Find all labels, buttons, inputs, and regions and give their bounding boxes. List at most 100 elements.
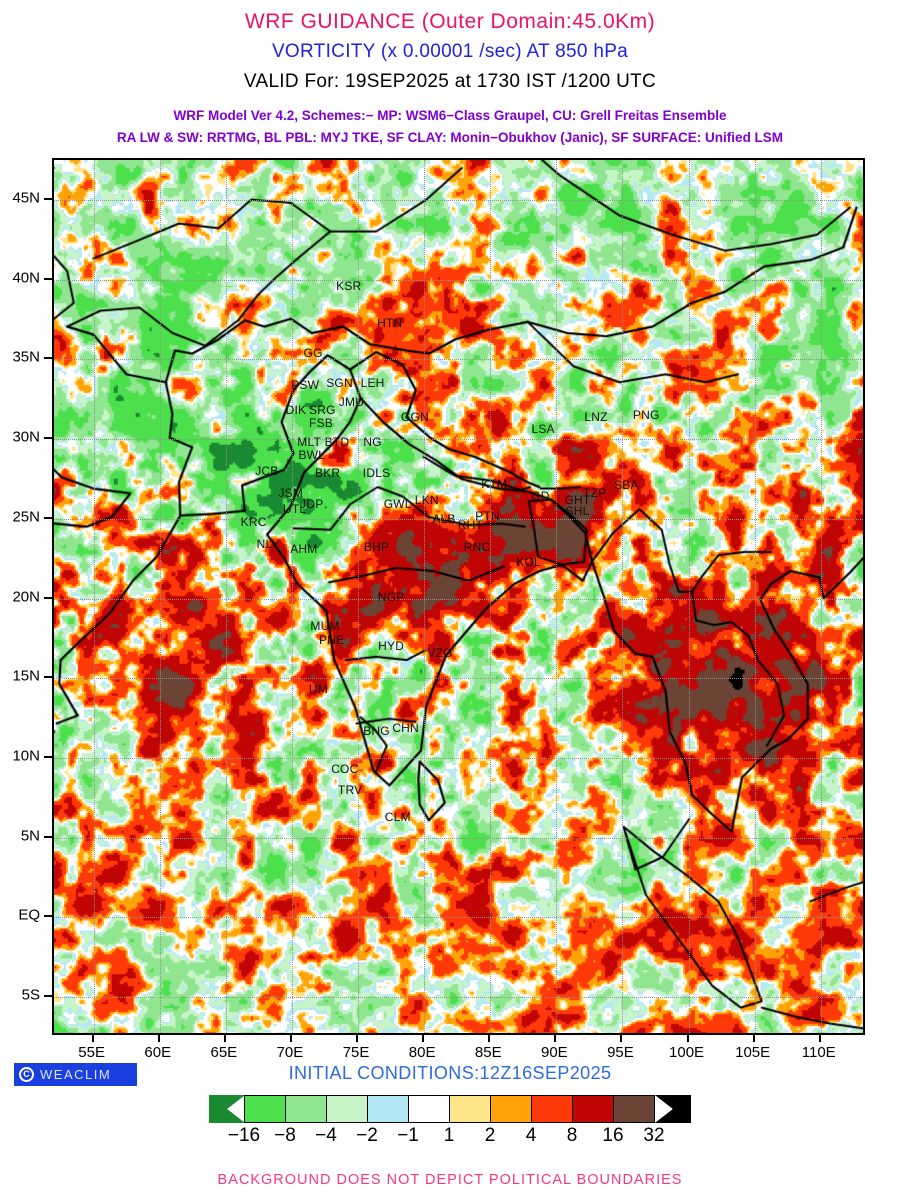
vorticity-field bbox=[54, 160, 863, 1033]
gridline-vertical bbox=[556, 160, 558, 1033]
colorbar-tick-label: 2 bbox=[484, 1125, 496, 1146]
x-tick bbox=[157, 1035, 160, 1042]
y-tick-label: 45N bbox=[12, 189, 40, 207]
x-tick bbox=[818, 1035, 821, 1042]
y-tick-label: 20N bbox=[12, 588, 40, 605]
x-tick-label: 90E bbox=[540, 1044, 568, 1061]
gridline-vertical bbox=[490, 160, 492, 1033]
gridline-horizontal bbox=[54, 757, 863, 759]
x-tick bbox=[686, 1035, 689, 1042]
colorbar-tick-label: −8 bbox=[274, 1125, 296, 1146]
model-config-line-1: WRF Model Ver 4.2, Schemes:− MP: WSM6−Cl… bbox=[173, 108, 727, 123]
gridline-vertical bbox=[358, 160, 360, 1033]
gridline-horizontal bbox=[54, 997, 863, 999]
x-tick bbox=[356, 1035, 359, 1042]
colorbar-tick-label: 16 bbox=[602, 1125, 624, 1146]
x-tick bbox=[752, 1035, 755, 1042]
colorbar-tick-label: −2 bbox=[356, 1125, 378, 1146]
colorbar-band bbox=[613, 1095, 655, 1123]
colorbar-band bbox=[285, 1095, 327, 1123]
x-tick-label: 60E bbox=[144, 1044, 172, 1061]
y-tick-label: 5S bbox=[21, 986, 40, 1004]
colorbar-band bbox=[449, 1095, 491, 1123]
colorbar-band bbox=[408, 1095, 450, 1123]
colorbar-tick-label: −16 bbox=[227, 1125, 261, 1146]
x-tick bbox=[422, 1035, 425, 1042]
gridline-horizontal bbox=[54, 917, 863, 919]
gridline-horizontal bbox=[54, 199, 863, 201]
y-tick-label: 15N bbox=[12, 667, 40, 685]
colorbar-over-arrow bbox=[655, 1095, 691, 1123]
y-tick-label: 25N bbox=[12, 508, 40, 526]
y-tick bbox=[44, 995, 52, 998]
x-tick-label: 100E bbox=[669, 1044, 705, 1061]
colorbar-tick-label: 8 bbox=[566, 1125, 578, 1146]
y-tick bbox=[44, 676, 52, 679]
gridline-horizontal bbox=[54, 439, 863, 441]
colorbar-tick-label: 1 bbox=[443, 1125, 455, 1146]
y-tick-label: 35N bbox=[12, 348, 40, 366]
x-tick-label: 80E bbox=[408, 1044, 436, 1061]
chart-subtitle: VORTICITY (x 0.00001 /sec) AT 850 hPa bbox=[271, 41, 629, 62]
disclaimer-note: BACKGROUND DOES NOT DEPICT POLITICAL BOU… bbox=[217, 1172, 683, 1188]
gridline-vertical bbox=[225, 160, 227, 1033]
colorbar-tick-label: 32 bbox=[643, 1125, 665, 1146]
x-tick-label: 70E bbox=[276, 1044, 304, 1061]
y-tick bbox=[44, 357, 52, 360]
weaclim-logo: C WEACLIM bbox=[14, 1063, 137, 1086]
gridline-horizontal bbox=[54, 359, 863, 361]
colorbar-tick-label: 4 bbox=[525, 1125, 537, 1146]
y-tick bbox=[44, 755, 52, 758]
colorbar-legend: −16 −8 −4 −2 −1 1 2 4 8 16 32 bbox=[0, 1095, 900, 1155]
gridline-vertical bbox=[688, 160, 690, 1033]
gridline-horizontal bbox=[54, 518, 863, 520]
x-tick bbox=[620, 1035, 623, 1042]
y-tick-label: 40N bbox=[12, 269, 40, 287]
x-tick-label: 65E bbox=[210, 1044, 238, 1061]
weaclim-label: WEACLIM bbox=[40, 1067, 112, 1082]
y-tick-label: EQ bbox=[18, 906, 40, 924]
colorbar-tick-label: −4 bbox=[315, 1125, 337, 1146]
colorbar-bands bbox=[209, 1095, 691, 1123]
model-config-line-2: RA LW & SW: RRTMG, BL PBL: MYJ TKE, SF C… bbox=[116, 130, 784, 145]
gridline-horizontal bbox=[54, 678, 863, 680]
y-tick-label: 10N bbox=[12, 747, 40, 765]
colorbar-band bbox=[490, 1095, 532, 1123]
gridline-vertical bbox=[754, 160, 756, 1033]
copyright-icon: C bbox=[19, 1067, 34, 1082]
x-tick bbox=[488, 1035, 491, 1042]
x-tick-label: 105E bbox=[735, 1044, 771, 1061]
y-tick bbox=[44, 437, 52, 440]
gridline-horizontal bbox=[54, 598, 863, 600]
gridline-vertical bbox=[820, 160, 822, 1033]
gridline-horizontal bbox=[54, 837, 863, 839]
colorbar-tick-label: −1 bbox=[397, 1125, 419, 1146]
y-tick bbox=[44, 596, 52, 599]
gridline-vertical bbox=[622, 160, 624, 1033]
colorbar-band bbox=[572, 1095, 614, 1123]
colorbar-tick-labels: −16 −8 −4 −2 −1 1 2 4 8 16 32 bbox=[208, 1125, 692, 1149]
gridline-vertical bbox=[424, 160, 426, 1033]
x-tick-label: 110E bbox=[801, 1044, 836, 1061]
gridline-vertical bbox=[291, 160, 293, 1033]
y-tick bbox=[44, 915, 52, 918]
y-tick-label: 30N bbox=[12, 428, 40, 446]
x-tick-label: 55E bbox=[78, 1044, 106, 1061]
initial-conditions-label: INITIAL CONDITIONS:12Z16SEP2025 bbox=[288, 1063, 612, 1083]
valid-time-label: VALID For: 19SEP2025 at 1730 IST /1200 U… bbox=[243, 71, 657, 92]
y-tick bbox=[44, 197, 52, 200]
x-tick-label: 85E bbox=[474, 1044, 502, 1061]
y-tick bbox=[44, 516, 52, 519]
colorbar-band bbox=[326, 1095, 368, 1123]
vorticity-map: KSR HTN GG PSW SGN LEH JMU GGN DIK SRG FSB MLT BTD NG… bbox=[52, 158, 865, 1035]
x-tick-label: 75E bbox=[342, 1044, 370, 1061]
y-tick bbox=[44, 835, 52, 838]
x-tick-label: 95E bbox=[607, 1044, 634, 1061]
y-tick-label: 5N bbox=[20, 827, 40, 845]
x-tick bbox=[554, 1035, 557, 1042]
x-tick bbox=[223, 1035, 226, 1042]
colorbar-under-arrow bbox=[209, 1095, 245, 1123]
colorbar-band bbox=[244, 1095, 286, 1123]
x-tick bbox=[91, 1035, 94, 1042]
x-tick bbox=[289, 1035, 292, 1042]
